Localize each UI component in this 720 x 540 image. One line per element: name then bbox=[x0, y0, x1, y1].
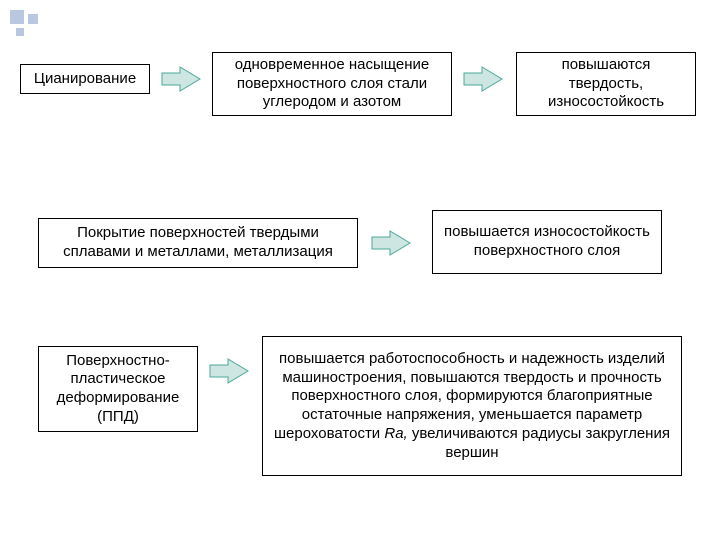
row3-box1-text: Поверхностно-пластическое деформирование… bbox=[45, 352, 191, 427]
row1-box1: Цианирование bbox=[20, 64, 150, 94]
row1-box3-text: повышаются твердость, износостойкость bbox=[523, 56, 689, 112]
row3-box2-post: увеличиваются радиусы закругления вершин bbox=[408, 425, 670, 461]
arrow-icon bbox=[158, 62, 206, 96]
row3-box1: Поверхностно-пластическое деформирование… bbox=[38, 346, 198, 432]
arrow-icon bbox=[368, 226, 416, 260]
row1-box1-text: Цианирование bbox=[34, 70, 136, 89]
row2-box2-text: повышается износостойкость поверхностног… bbox=[439, 223, 655, 261]
row1-box2: одновременное насыщение поверхностного с… bbox=[212, 52, 452, 116]
row2-box1-text: Покрытие поверхностей твердыми сплавами … bbox=[45, 224, 351, 262]
row1-box3: повышаются твердость, износостойкость bbox=[516, 52, 696, 116]
row2-box1: Покрытие поверхностей твердыми сплавами … bbox=[38, 218, 358, 268]
corner-decoration bbox=[10, 10, 52, 38]
row3-box2-italic: Ra, bbox=[384, 425, 407, 442]
row3-box2-content: повышается работоспособность и надежност… bbox=[269, 350, 675, 463]
row1-box2-text: одновременное насыщение поверхностного с… bbox=[219, 56, 445, 112]
arrow-icon bbox=[206, 354, 254, 388]
arrow-icon bbox=[460, 62, 508, 96]
row2-box2: повышается износостойкость поверхностног… bbox=[432, 210, 662, 274]
row3-box2: повышается работоспособность и надежност… bbox=[262, 336, 682, 476]
